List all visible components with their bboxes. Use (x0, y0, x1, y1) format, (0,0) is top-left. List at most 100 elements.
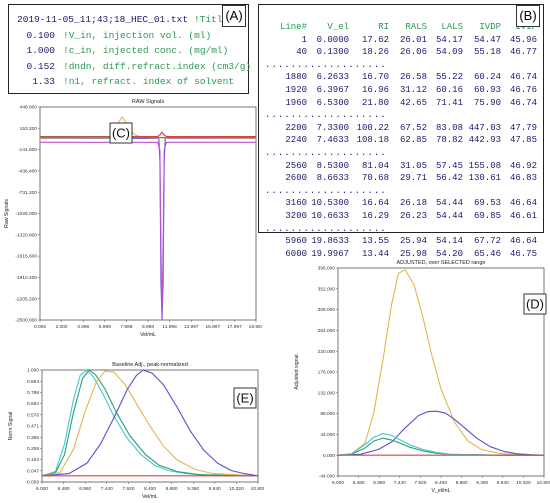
table-cell: 6.3967 (316, 84, 349, 95)
table-cell: 65.46 (473, 248, 501, 259)
table-cell: 45.96 (509, 34, 537, 45)
table-cell: 46.83 (509, 173, 537, 184)
table-cell: 29.71 (399, 173, 427, 184)
parameter-value: 2019-11-05_11;43;18_HEC_01.txt (17, 14, 189, 25)
panel-label-text: (E) (236, 391, 253, 406)
table-cell: 70.68 (361, 173, 389, 184)
table-cell: 19.8633 (311, 236, 349, 247)
series-line (39, 131, 256, 138)
y-tick-label: 0.153 (27, 457, 39, 463)
panel-label-box (523, 293, 547, 315)
table-cell: 10.5300 (311, 198, 349, 209)
table-cell: 6.5300 (316, 97, 349, 108)
x-tick-label: 8.400 (144, 486, 156, 492)
parameter-line: 0.152 !dndn, diff.refract.index (cm3/g) (17, 59, 251, 75)
table-row: 1920 6.3967 16.96 31.12 60.16 60.93 46.76 (265, 84, 537, 97)
y-axis-label: Adjusted signal (294, 354, 300, 389)
table-cell: 1960 (285, 97, 307, 108)
table-cell: 26.01 (399, 34, 427, 45)
table-cell: 60.93 (473, 84, 501, 95)
column-header: IVDP (479, 22, 501, 32)
table-cell: 3200 (285, 210, 307, 221)
table-cell: 46.64 (509, 198, 537, 209)
table-cell: 67.72 (473, 236, 501, 247)
x-tick-label: 7.920 (414, 480, 426, 486)
table-cell: 46.64 (509, 236, 537, 247)
table-cell: 1 (301, 34, 307, 45)
y-tick-label: 176.000 (318, 370, 336, 376)
series-line (337, 269, 545, 456)
series-line (39, 141, 256, 317)
table-cell: 1880 (285, 72, 307, 83)
y-tick-label: -0.059 (25, 480, 39, 486)
x-tick-label: 7.440 (394, 480, 406, 486)
table-separator: ................... (265, 223, 387, 234)
table-cell: 2240 (285, 135, 307, 146)
y-tick-label: 1.000 (27, 368, 39, 374)
series-line (337, 410, 545, 456)
table-cell: 47.79 (509, 122, 537, 133)
y-tick-label: 0.682 (27, 401, 39, 407)
parameter-line: 0.100 !V_in, injection vol. (ml) (17, 28, 251, 44)
table-row: 40 0.1300 18.26 26.06 54.09 55.18 46.77 (265, 46, 537, 59)
table-row: 3200 10.6633 16.29 26.23 54.44 69.85 46.61 (265, 210, 537, 223)
x-tick-label: 8.400 (435, 480, 447, 486)
table-cell: 16.96 (361, 84, 389, 95)
parameter-value: 1.000 (26, 45, 55, 56)
y-tick-label: 0.894 (27, 379, 39, 385)
x-tick-label: 2.000 (56, 324, 68, 330)
table-cell: 57.45 (435, 160, 463, 171)
x-tick-label: 13.997 (184, 324, 199, 330)
x-axis-label: Vel/mL (140, 332, 156, 338)
panel-label-b: (B) (516, 5, 540, 27)
y-tick-label: 44.000 (320, 432, 335, 438)
table-separator: ................... (265, 110, 387, 121)
table-cell: 54.09 (435, 47, 463, 58)
table-row: 1960 6.5300 21.80 42.65 71.41 75.90 46.74 (265, 97, 537, 110)
parameter-comment: !dndn, diff.refract.index (cm3/g) (63, 60, 252, 72)
table-cell: 16.70 (361, 72, 389, 83)
y-tick-label: -436.400 (18, 169, 37, 175)
column-header: Line# (279, 22, 307, 32)
table-cell: 16.64 (361, 198, 389, 209)
table-cell: 71.41 (435, 97, 463, 108)
parameter-comment: !n1, refract. index of solvent (63, 76, 235, 87)
table-cell: 25.98 (399, 248, 427, 259)
table-cell: 130.61 (468, 173, 501, 184)
table-cell: 442.93 (468, 135, 501, 146)
column-header: V_el (327, 22, 349, 32)
table-cell: 46.75 (509, 248, 537, 259)
parameter-line: 1.000 !c_in, injected conc. (mg/ml) (17, 43, 251, 59)
table-separator: ................... (265, 59, 387, 70)
y-tick-label: 0.788 (27, 390, 39, 396)
y-tick-label: 220.000 (318, 349, 336, 355)
series-line (41, 369, 259, 477)
table-cell: 1920 (285, 84, 307, 95)
x-tick-label: 10.320 (229, 486, 244, 492)
chart-title: ADJUSTED, over SELECTED range (397, 260, 486, 266)
x-tick-label: 5.999 (99, 324, 111, 330)
table-cell: 47.85 (509, 135, 537, 146)
parameter-file-panel: 2019-11-05_11;43;18_HEC_01.txt !Title 0.10… (8, 4, 251, 94)
panel-label-e: (E) (233, 387, 257, 409)
x-tick-label: 7.998 (120, 324, 132, 330)
table-cell: 69.85 (473, 210, 501, 221)
panel-label-c: (C) (109, 122, 133, 144)
x-tick-label: 19.997 (249, 324, 262, 330)
y-tick-label: -44.000 (319, 474, 336, 480)
table-cell: 69.53 (473, 198, 501, 209)
table-separator: ................... (265, 185, 387, 196)
parameter-lines: 2019-11-05_11;43;18_HEC_01.txt !Title 0.10… (17, 12, 251, 90)
table-row: 2240 7.4633 108.18 62.85 78.82 442.93 47.85 (265, 134, 537, 147)
x-tick-label: 6.000 (36, 486, 48, 492)
table-cell: 40 (296, 47, 307, 58)
table-cell: 447.03 (468, 122, 501, 133)
table-cell: 26.23 (399, 210, 427, 221)
table-cell: 10.6633 (311, 210, 349, 221)
y-tick-label: 448.000 (20, 105, 38, 111)
y-tick-label: 153.200 (20, 126, 38, 132)
panel-label-text: (C) (112, 126, 130, 141)
table-cell: 78.82 (435, 135, 463, 146)
table-row: 6000 19.9967 13.44 25.98 54.20 65.46 46.75 (265, 248, 537, 261)
table-cell: 8.5300 (316, 160, 349, 171)
